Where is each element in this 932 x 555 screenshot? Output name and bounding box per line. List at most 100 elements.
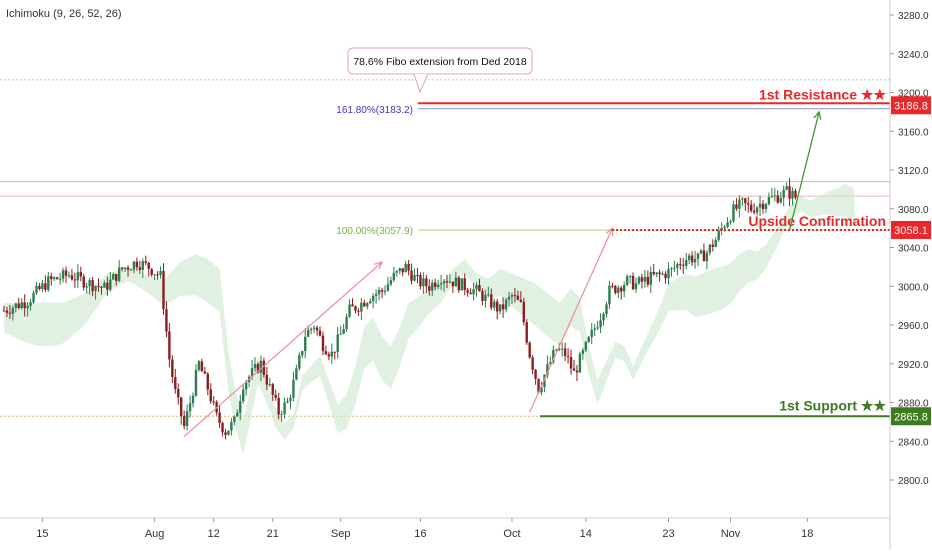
candle-body (466, 289, 469, 293)
x-tick-label: Oct (503, 528, 520, 540)
candle-body (572, 368, 576, 371)
candle-body (271, 384, 274, 395)
candle-body (605, 304, 608, 314)
candle-body (366, 303, 369, 307)
candle-body (132, 261, 136, 270)
candle-body (41, 283, 44, 290)
candle-body (298, 355, 301, 369)
candle-body (112, 274, 115, 280)
candle-body (744, 198, 747, 204)
candle-body (182, 416, 186, 426)
candle-body (546, 363, 549, 375)
candle-body (88, 280, 91, 287)
candle-body (504, 299, 508, 310)
candle-body (664, 273, 667, 279)
annotation-box (347, 47, 533, 75)
candle-body (454, 277, 458, 287)
candle-body (516, 295, 520, 300)
candle-body (602, 313, 605, 321)
candle-body (315, 327, 319, 331)
candle-body (312, 327, 316, 329)
candle-body (212, 401, 215, 403)
candle-body (667, 269, 670, 279)
candle-body (174, 377, 177, 389)
y-tick-label: 3160.0 (898, 127, 929, 138)
candle-body (259, 360, 263, 373)
candle-body (354, 306, 357, 311)
candle-body (596, 327, 599, 329)
annotation-text: 78.6% Fibo extension from Ded 2018 (353, 56, 527, 68)
candle-body (392, 272, 396, 281)
candle-body (531, 357, 534, 370)
candle-body (230, 421, 233, 431)
candle-body (637, 277, 641, 284)
candle-body (528, 342, 531, 358)
candle-body (490, 294, 493, 308)
candle-body (770, 196, 774, 198)
candle-body (324, 351, 328, 355)
candle-body (363, 302, 366, 307)
candle-body (274, 394, 277, 398)
candle-body (685, 260, 688, 266)
candle-body (726, 222, 729, 227)
candle-body (357, 310, 360, 312)
indicator-label[interactable]: Ichimoku (9, 26, 52, 26) (6, 8, 122, 20)
candle-body (767, 196, 771, 205)
candle-body (85, 286, 88, 288)
candle-body (262, 360, 266, 375)
candle-body (481, 291, 484, 301)
candle-body (129, 269, 133, 271)
candle-body (301, 351, 304, 356)
candle-body (439, 283, 443, 285)
x-tick-label: 18 (801, 528, 813, 540)
candle-body (422, 278, 425, 287)
candle-body (153, 274, 156, 276)
candle-body (188, 403, 192, 412)
candle-body (389, 280, 393, 285)
candle-body (749, 204, 753, 211)
candle-body (696, 253, 700, 259)
candle-body (295, 368, 298, 380)
candle-body (374, 294, 378, 296)
candle-body (123, 267, 127, 269)
candle-body (599, 320, 602, 328)
candle-body (782, 189, 785, 198)
candle-body (401, 268, 404, 273)
candle-body (558, 348, 561, 350)
candle-body (76, 272, 80, 281)
candle-body (250, 368, 254, 377)
candle-body (73, 279, 77, 281)
candle-body (53, 277, 56, 280)
candle-body (61, 270, 65, 279)
candle-body (253, 364, 257, 369)
candle-body (478, 285, 481, 292)
candle-body (26, 305, 29, 309)
candle-body (38, 285, 41, 290)
x-tick-label: Aug (145, 528, 165, 540)
candle-body (779, 197, 782, 203)
level-name-label: 1st Support ★★ (779, 397, 886, 413)
price-tag (891, 96, 931, 115)
candle-body (679, 264, 682, 266)
candle-body (540, 387, 543, 393)
candle-body (191, 395, 195, 404)
candle-body (460, 278, 463, 291)
candle-body (377, 289, 381, 295)
candle-body (534, 369, 537, 379)
candle-body (416, 275, 419, 277)
candle-body (617, 287, 620, 293)
y-tick-label: 2800.0 (898, 476, 929, 487)
candle-body (206, 373, 209, 390)
candle-body (227, 430, 230, 435)
candle-body (611, 285, 614, 287)
candle-body (755, 207, 759, 213)
candle-body (348, 304, 351, 317)
candle-body (513, 295, 517, 297)
candle-body (623, 284, 626, 292)
level-name-label: Upside Confirmation (748, 213, 886, 229)
candle-body (289, 397, 292, 402)
candle-body (135, 261, 139, 268)
candle-body (115, 274, 118, 281)
candle-body (682, 264, 685, 266)
